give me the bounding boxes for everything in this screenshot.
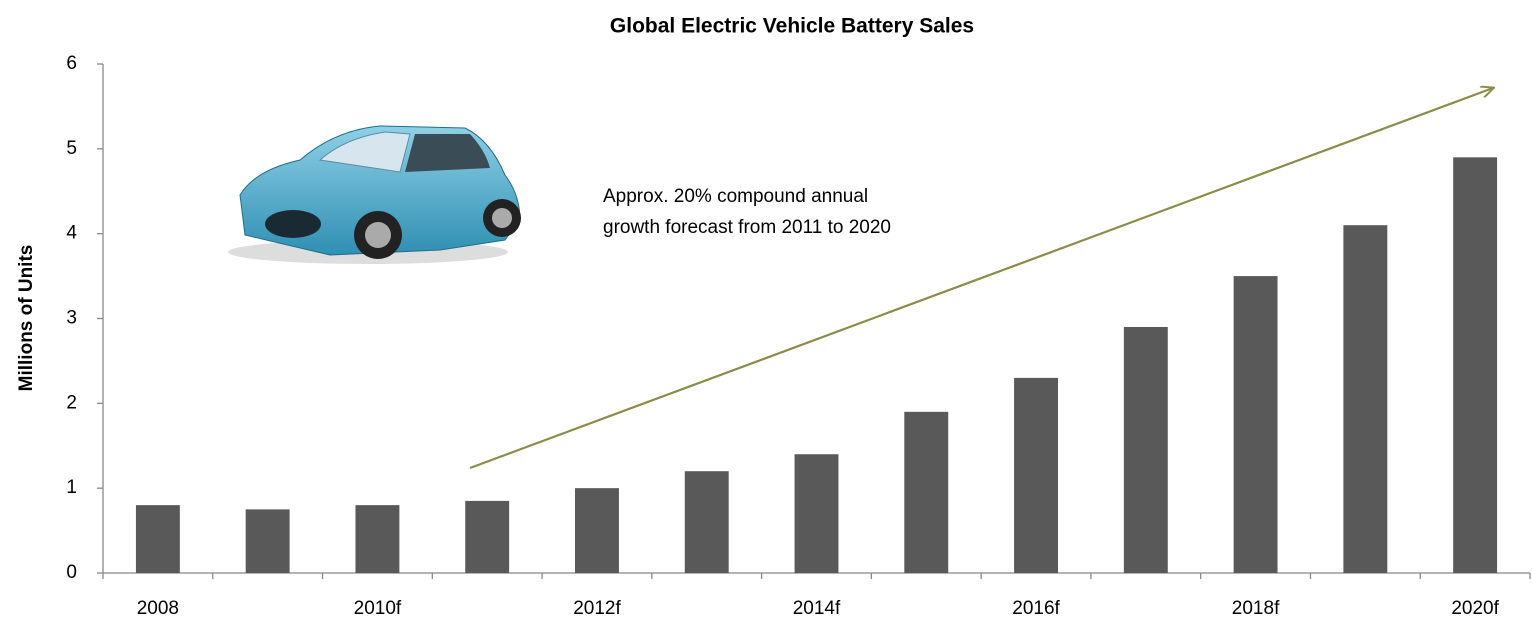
bar: [135, 505, 180, 573]
x-tick-label: 2012f: [573, 598, 621, 619]
car-illustration: [228, 125, 521, 264]
x-tick-label: 2014f: [793, 598, 841, 619]
chart-title: Global Electric Vehicle Battery Sales: [610, 15, 974, 38]
annotation: Approx. 20% compound annual: [603, 186, 868, 207]
bar: [465, 500, 510, 573]
y-tick-label: 0: [66, 562, 77, 583]
x-tick-label: 2008: [137, 598, 179, 619]
annotation: growth forecast from 2011 to 2020: [603, 217, 891, 238]
x-tick-label: 2018f: [1232, 598, 1280, 619]
bar: [1233, 276, 1278, 573]
x-tick-label: 2010f: [354, 598, 402, 619]
x-tick-label: 2020f: [1451, 598, 1499, 619]
bar: [355, 505, 400, 573]
bar: [245, 509, 290, 573]
bar: [684, 471, 729, 573]
growth-arrow: [469, 88, 1493, 470]
y-tick-label: 3: [66, 308, 77, 329]
y-tick-label: 4: [66, 223, 77, 244]
bar: [575, 488, 619, 573]
bar: [794, 454, 839, 573]
bar: [1014, 377, 1058, 573]
y-tick-label: 6: [66, 53, 77, 74]
y-tick-label: 2: [66, 392, 77, 413]
x-tick-label: 2016f: [1012, 598, 1060, 619]
bar: [1343, 225, 1388, 573]
bar: [1453, 157, 1498, 574]
y-tick-label: 1: [66, 477, 77, 498]
bar: [904, 411, 949, 573]
bar: [1123, 326, 1168, 573]
y-axis-label: Millions of Units: [16, 245, 37, 392]
y-tick-label: 5: [66, 138, 77, 159]
